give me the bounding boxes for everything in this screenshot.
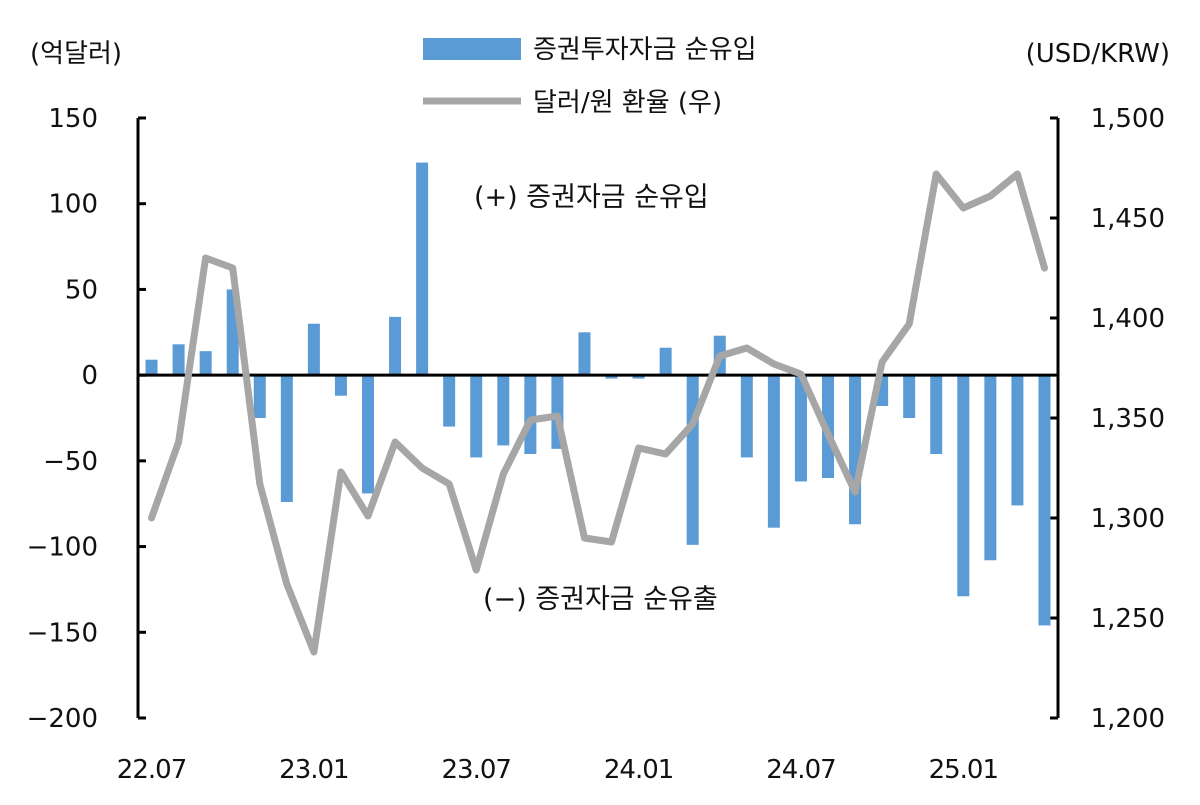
axes bbox=[136, 118, 1060, 718]
legend-line-label: 달러/원 환율 (우) bbox=[533, 88, 722, 118]
bar bbox=[686, 375, 699, 545]
bar bbox=[632, 375, 645, 379]
left-tick-label: −150 bbox=[27, 618, 98, 648]
bar bbox=[280, 375, 293, 502]
right-tick-label: 1,450 bbox=[1091, 204, 1165, 234]
bar bbox=[930, 375, 943, 454]
legend-bar-label: 증권투자자금 순유입 bbox=[533, 35, 757, 65]
bar bbox=[416, 162, 429, 376]
legend-bar-swatch bbox=[423, 38, 521, 60]
right-tick-label: 1,350 bbox=[1091, 404, 1165, 434]
x-tick-label: 25.01 bbox=[929, 755, 998, 785]
bar bbox=[984, 375, 997, 561]
left-tick-label: 100 bbox=[48, 190, 98, 220]
exchange-rate-line bbox=[148, 170, 1048, 656]
bar bbox=[659, 347, 672, 376]
bar bbox=[443, 375, 456, 427]
bar bbox=[1011, 375, 1024, 506]
bar bbox=[957, 375, 970, 597]
bar bbox=[849, 375, 862, 525]
x-tick-label: 23.07 bbox=[442, 755, 511, 785]
x-tick-label: 24.01 bbox=[604, 755, 673, 785]
bar bbox=[740, 375, 753, 458]
left-axis-ticks: 150 100 50 0 −50 −100 −150 −200 bbox=[27, 104, 146, 734]
right-tick-label: 1,400 bbox=[1091, 304, 1165, 334]
left-tick-label: −100 bbox=[27, 533, 98, 563]
left-tick-label: 150 bbox=[48, 104, 98, 134]
bar bbox=[307, 323, 320, 376]
annotation-negative: (−) 증권자금 순유출 bbox=[483, 584, 718, 615]
line-series bbox=[148, 170, 1048, 656]
bar bbox=[253, 375, 266, 418]
bar bbox=[334, 375, 347, 396]
bar bbox=[524, 375, 537, 454]
bar bbox=[1038, 375, 1051, 626]
left-tick-label: −200 bbox=[27, 704, 98, 734]
left-axis-unit: (억달러) bbox=[30, 39, 122, 69]
bar bbox=[605, 375, 618, 379]
annotation-positive: (+) 증권자금 순유입 bbox=[474, 182, 709, 213]
bar-series bbox=[145, 162, 1051, 626]
bar bbox=[794, 375, 807, 482]
bar bbox=[767, 375, 780, 528]
bar bbox=[389, 316, 402, 376]
right-tick-label: 1,200 bbox=[1091, 704, 1165, 734]
right-tick-label: 1,500 bbox=[1091, 104, 1165, 134]
legend: 증권투자자금 순유입 달러/원 환율 (우) bbox=[423, 35, 757, 118]
x-axis-ticks: 22.07 23.01 23.07 24.01 24.07 25.01 bbox=[117, 755, 999, 785]
bar bbox=[362, 375, 374, 494]
x-tick-label: 22.07 bbox=[117, 755, 186, 785]
left-tick-label: 50 bbox=[65, 275, 98, 305]
x-tick-label: 24.07 bbox=[766, 755, 835, 785]
x-tick-label: 23.01 bbox=[279, 755, 348, 785]
bar bbox=[145, 359, 158, 376]
bar bbox=[578, 332, 591, 376]
right-tick-label: 1,300 bbox=[1091, 504, 1165, 534]
bar bbox=[470, 375, 483, 458]
right-tick-label: 1,250 bbox=[1091, 604, 1165, 634]
right-axis-ticks: 1,500 1,450 1,400 1,350 1,300 1,250 1,200 bbox=[1050, 104, 1165, 734]
bar bbox=[199, 351, 212, 376]
left-tick-label: −50 bbox=[43, 447, 98, 477]
left-tick-label: 0 bbox=[81, 361, 98, 391]
bar bbox=[903, 375, 916, 418]
right-axis-unit: (USD/KRW) bbox=[1026, 39, 1170, 69]
bar bbox=[497, 375, 510, 446]
bar bbox=[172, 344, 185, 376]
